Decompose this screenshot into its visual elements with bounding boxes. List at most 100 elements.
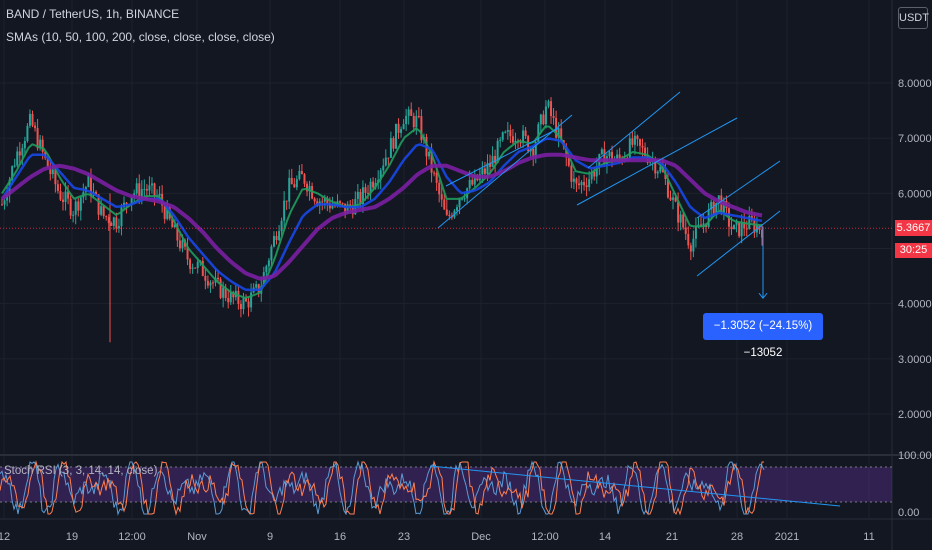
candle-body — [321, 201, 324, 203]
candle-body — [359, 191, 362, 205]
candle — [415, 110, 418, 135]
candle-body — [743, 221, 746, 229]
candle — [97, 194, 100, 221]
candle-body — [519, 142, 522, 144]
candle-body — [560, 128, 563, 141]
candle-body — [539, 114, 542, 125]
candle-body — [26, 125, 29, 142]
candle — [608, 150, 611, 160]
candle — [303, 172, 306, 188]
candle-body — [590, 171, 593, 180]
trendline — [445, 127, 560, 187]
candle-body — [209, 282, 212, 286]
candle — [34, 122, 37, 132]
candle — [74, 198, 77, 225]
candle-body — [229, 292, 232, 303]
candle-body — [64, 191, 67, 202]
time-tick-label: Dec — [471, 531, 491, 543]
candle-body — [585, 185, 588, 188]
candle — [481, 161, 484, 183]
last-price-badge: 5.3667 — [895, 220, 932, 236]
candle — [524, 127, 527, 139]
candle-body — [67, 191, 70, 199]
measure-tool-label[interactable]: −1.3052 (−24.15%) −13052 — [703, 313, 823, 359]
candle-body — [428, 151, 431, 157]
grid-lines — [0, 0, 892, 518]
candle-body — [245, 298, 248, 302]
chart-title[interactable]: BAND / TetherUS, 1h, BINANCE — [6, 7, 180, 21]
currency-badge[interactable]: USDT — [898, 7, 929, 29]
candle-body — [313, 198, 316, 202]
candle-body — [46, 157, 49, 168]
candle-body — [522, 130, 525, 143]
candle — [102, 205, 105, 219]
candle — [687, 226, 690, 249]
candle — [669, 190, 672, 201]
candle — [250, 283, 253, 312]
time-tick-label: Nov — [187, 531, 207, 543]
stoch-rsi-legend[interactable]: Stoch RSI (3, 3, 14, 14, close) — [4, 465, 158, 477]
candle — [331, 196, 334, 210]
candle — [738, 221, 741, 238]
candle-body — [473, 174, 476, 185]
candle-body — [69, 198, 72, 216]
candle — [583, 174, 586, 191]
candle-body — [125, 202, 128, 205]
time-tick-label: 12:00 — [118, 531, 146, 543]
candle-body — [298, 171, 301, 180]
candle — [112, 216, 115, 230]
candle — [555, 110, 558, 141]
candle — [234, 284, 237, 301]
candle-body — [511, 136, 514, 143]
candle — [237, 285, 240, 310]
sma-line — [0, 137, 763, 292]
candle-body — [28, 113, 31, 126]
candle-body — [112, 217, 115, 226]
candle-body — [201, 260, 204, 276]
candle-body — [494, 155, 497, 163]
candle-body — [87, 175, 90, 188]
candle-body — [379, 170, 382, 180]
candle-body — [115, 217, 118, 229]
candle-body — [600, 149, 603, 154]
candle-body — [77, 201, 80, 211]
candle-body — [344, 203, 347, 214]
candle-body — [677, 201, 680, 223]
candle — [598, 153, 601, 176]
candle — [59, 183, 62, 202]
candle-body — [222, 287, 225, 298]
candle-body — [583, 181, 586, 186]
candle-body — [692, 238, 695, 252]
candle-body — [689, 245, 692, 252]
sma-indicator-legend[interactable]: SMAs (10, 50, 100, 200, close, close, cl… — [6, 30, 275, 44]
candle-body — [392, 138, 395, 149]
candle-body — [532, 149, 535, 157]
candle — [633, 131, 636, 155]
candle — [440, 186, 443, 207]
candle-body — [204, 275, 207, 281]
candle-body — [616, 154, 619, 159]
candle — [189, 257, 192, 274]
candle-body — [682, 214, 685, 228]
candle-body — [542, 114, 545, 125]
candle — [204, 268, 207, 290]
candle-body — [239, 304, 242, 310]
candle-body — [13, 165, 16, 167]
candle-body — [509, 129, 512, 137]
candle — [412, 112, 415, 133]
candle-body — [130, 196, 133, 206]
candle-body — [410, 109, 413, 116]
candle-body — [237, 290, 240, 305]
candle — [491, 146, 494, 167]
candle-body — [417, 116, 420, 118]
candle-body — [89, 175, 92, 196]
candle — [384, 149, 387, 167]
candle-body — [21, 148, 24, 156]
time-tick-label: 19 — [66, 531, 78, 543]
candle — [278, 224, 281, 241]
sma-line — [0, 152, 763, 281]
candle-body — [278, 231, 281, 240]
candle-body — [300, 171, 303, 175]
sma-line — [1, 125, 763, 299]
